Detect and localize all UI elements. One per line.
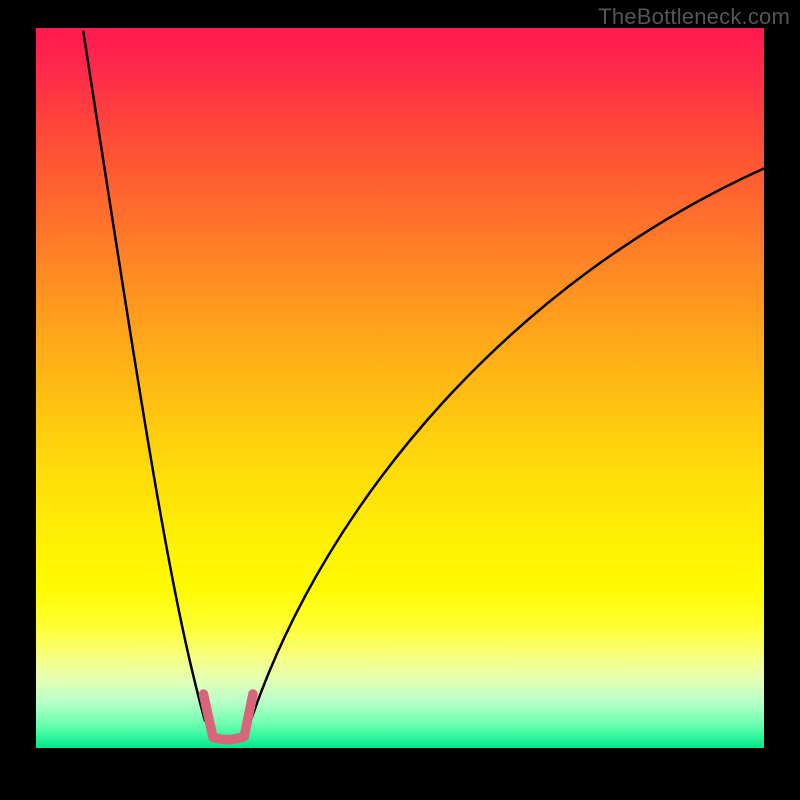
gradient-background bbox=[36, 28, 764, 748]
watermark-text: TheBottleneck.com bbox=[598, 4, 790, 30]
plot-area bbox=[36, 28, 764, 748]
stage: TheBottleneck.com bbox=[0, 0, 800, 800]
plot-svg bbox=[36, 28, 764, 748]
